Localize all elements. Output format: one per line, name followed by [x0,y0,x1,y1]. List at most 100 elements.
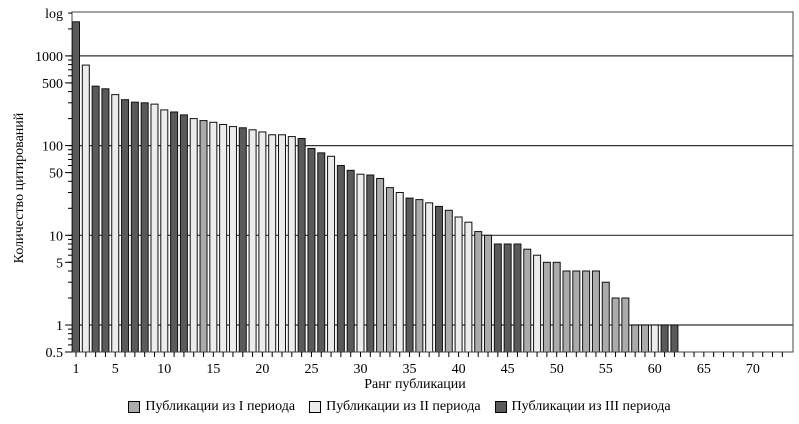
y-tick-label: 1 [56,319,63,334]
bar-rank-45 [503,243,512,353]
legend-item-period-3: Публикации из III периода [494,399,671,415]
legend-item-period-2: Публикации из II периода [309,399,481,415]
bar-rank-12 [179,114,188,353]
bar-rank-7 [130,101,139,353]
bar-rank-46 [513,243,522,353]
x-axis-label: Ранг публикации [364,377,466,392]
legend-item-period-1: Публикации из I периода [128,399,295,415]
bar-rank-34 [395,192,404,353]
legend: Публикации из I периода Публикации из II… [0,399,799,415]
bar-rank-62 [670,324,679,353]
x-tick-label: 65 [697,362,711,377]
bar-rank-6 [121,99,130,353]
x-tick-label: 45 [501,362,515,377]
bar-rank-37 [425,202,434,353]
bar-rank-8 [140,102,149,353]
x-tick-label: 10 [157,362,171,377]
bar-rank-14 [199,120,208,353]
bar-rank-13 [189,118,198,353]
x-tick-label: 5 [112,362,119,377]
y-tick-label: 5 [56,256,63,271]
plot-frame [71,11,794,353]
bar-rank-35 [405,197,414,353]
bar-rank-58 [631,324,640,353]
legend-label: Публикации из I периода [145,399,296,414]
bar-rank-27 [327,155,336,353]
bar-rank-16 [219,123,228,353]
y-tick-label: 500 [42,77,63,92]
x-tick-label: 15 [206,362,220,377]
bar-rank-4 [101,88,110,353]
bar-rank-11 [170,111,179,353]
y-tick-label: 10 [49,229,63,244]
bar-rank-40 [454,216,463,353]
bar-rank-9 [150,103,159,353]
bar-rank-17 [228,126,237,353]
bar-rank-32 [376,177,385,353]
bar-rank-5 [111,94,120,353]
bar-rank-23 [287,136,296,353]
bar-rank-43 [484,234,493,353]
y-tick-label: 1000 [35,50,63,65]
bar-rank-1 [72,21,80,353]
bar-rank-57 [621,297,630,353]
y-scale-label: log [45,7,63,22]
bar-rank-22 [278,134,287,353]
bar-rank-30 [356,173,365,353]
bar-rank-42 [474,231,483,353]
bar-rank-41 [464,221,473,353]
bar-rank-24 [297,137,306,353]
x-tick-label: 35 [403,362,417,377]
bar-rank-2 [81,64,90,353]
bar-rank-21 [268,134,277,353]
bar-rank-60 [650,324,659,353]
bar-rank-51 [562,270,571,353]
legend-swatch [494,401,507,413]
bar-rank-38 [434,205,443,353]
bar-rank-15 [209,121,218,353]
bar-rank-3 [91,85,100,353]
bar-rank-33 [385,187,394,353]
bar-rank-52 [572,270,581,353]
legend-swatch [128,401,141,413]
bar-rank-36 [415,199,424,353]
legend-label: Публикации из III периода [511,399,671,414]
bar-rank-55 [601,281,610,353]
bar-rank-39 [444,209,453,353]
x-tick-label: 55 [599,362,613,377]
x-tick-label: 25 [304,362,318,377]
bar-rank-59 [640,324,649,353]
bar-rank-28 [336,164,345,353]
bar-rank-53 [582,270,591,353]
x-tick-label: 20 [255,362,269,377]
legend-swatch [309,401,322,413]
bar-rank-50 [552,261,561,353]
x-tick-label: 30 [353,362,367,377]
y-axis-label: Количество цитирований [12,112,27,264]
bar-rank-29 [346,169,355,353]
bar-rank-47 [523,248,532,353]
x-tick-label: 50 [550,362,564,377]
bar-rank-10 [160,109,169,353]
bar-rank-48 [533,254,542,353]
bar-rank-56 [611,297,620,353]
bar-rank-20 [258,131,267,353]
bar-rank-61 [660,324,669,353]
bar-rank-49 [542,261,551,353]
bar-rank-44 [493,243,502,353]
bar-rank-25 [307,147,316,353]
bar-rank-19 [248,129,257,353]
y-tick-label: 0.5 [46,346,64,361]
x-tick-label: 1 [73,362,80,377]
y-tick-label: 50 [49,167,63,182]
x-tick-label: 70 [746,362,760,377]
x-tick-label: 40 [452,362,466,377]
bar-rank-26 [317,152,326,353]
y-tick-label: 100 [42,140,63,155]
legend-label: Публикации из II периода [326,399,481,414]
bar-rank-31 [366,174,375,353]
bar-rank-54 [591,270,600,353]
bar-rank-18 [238,127,247,353]
